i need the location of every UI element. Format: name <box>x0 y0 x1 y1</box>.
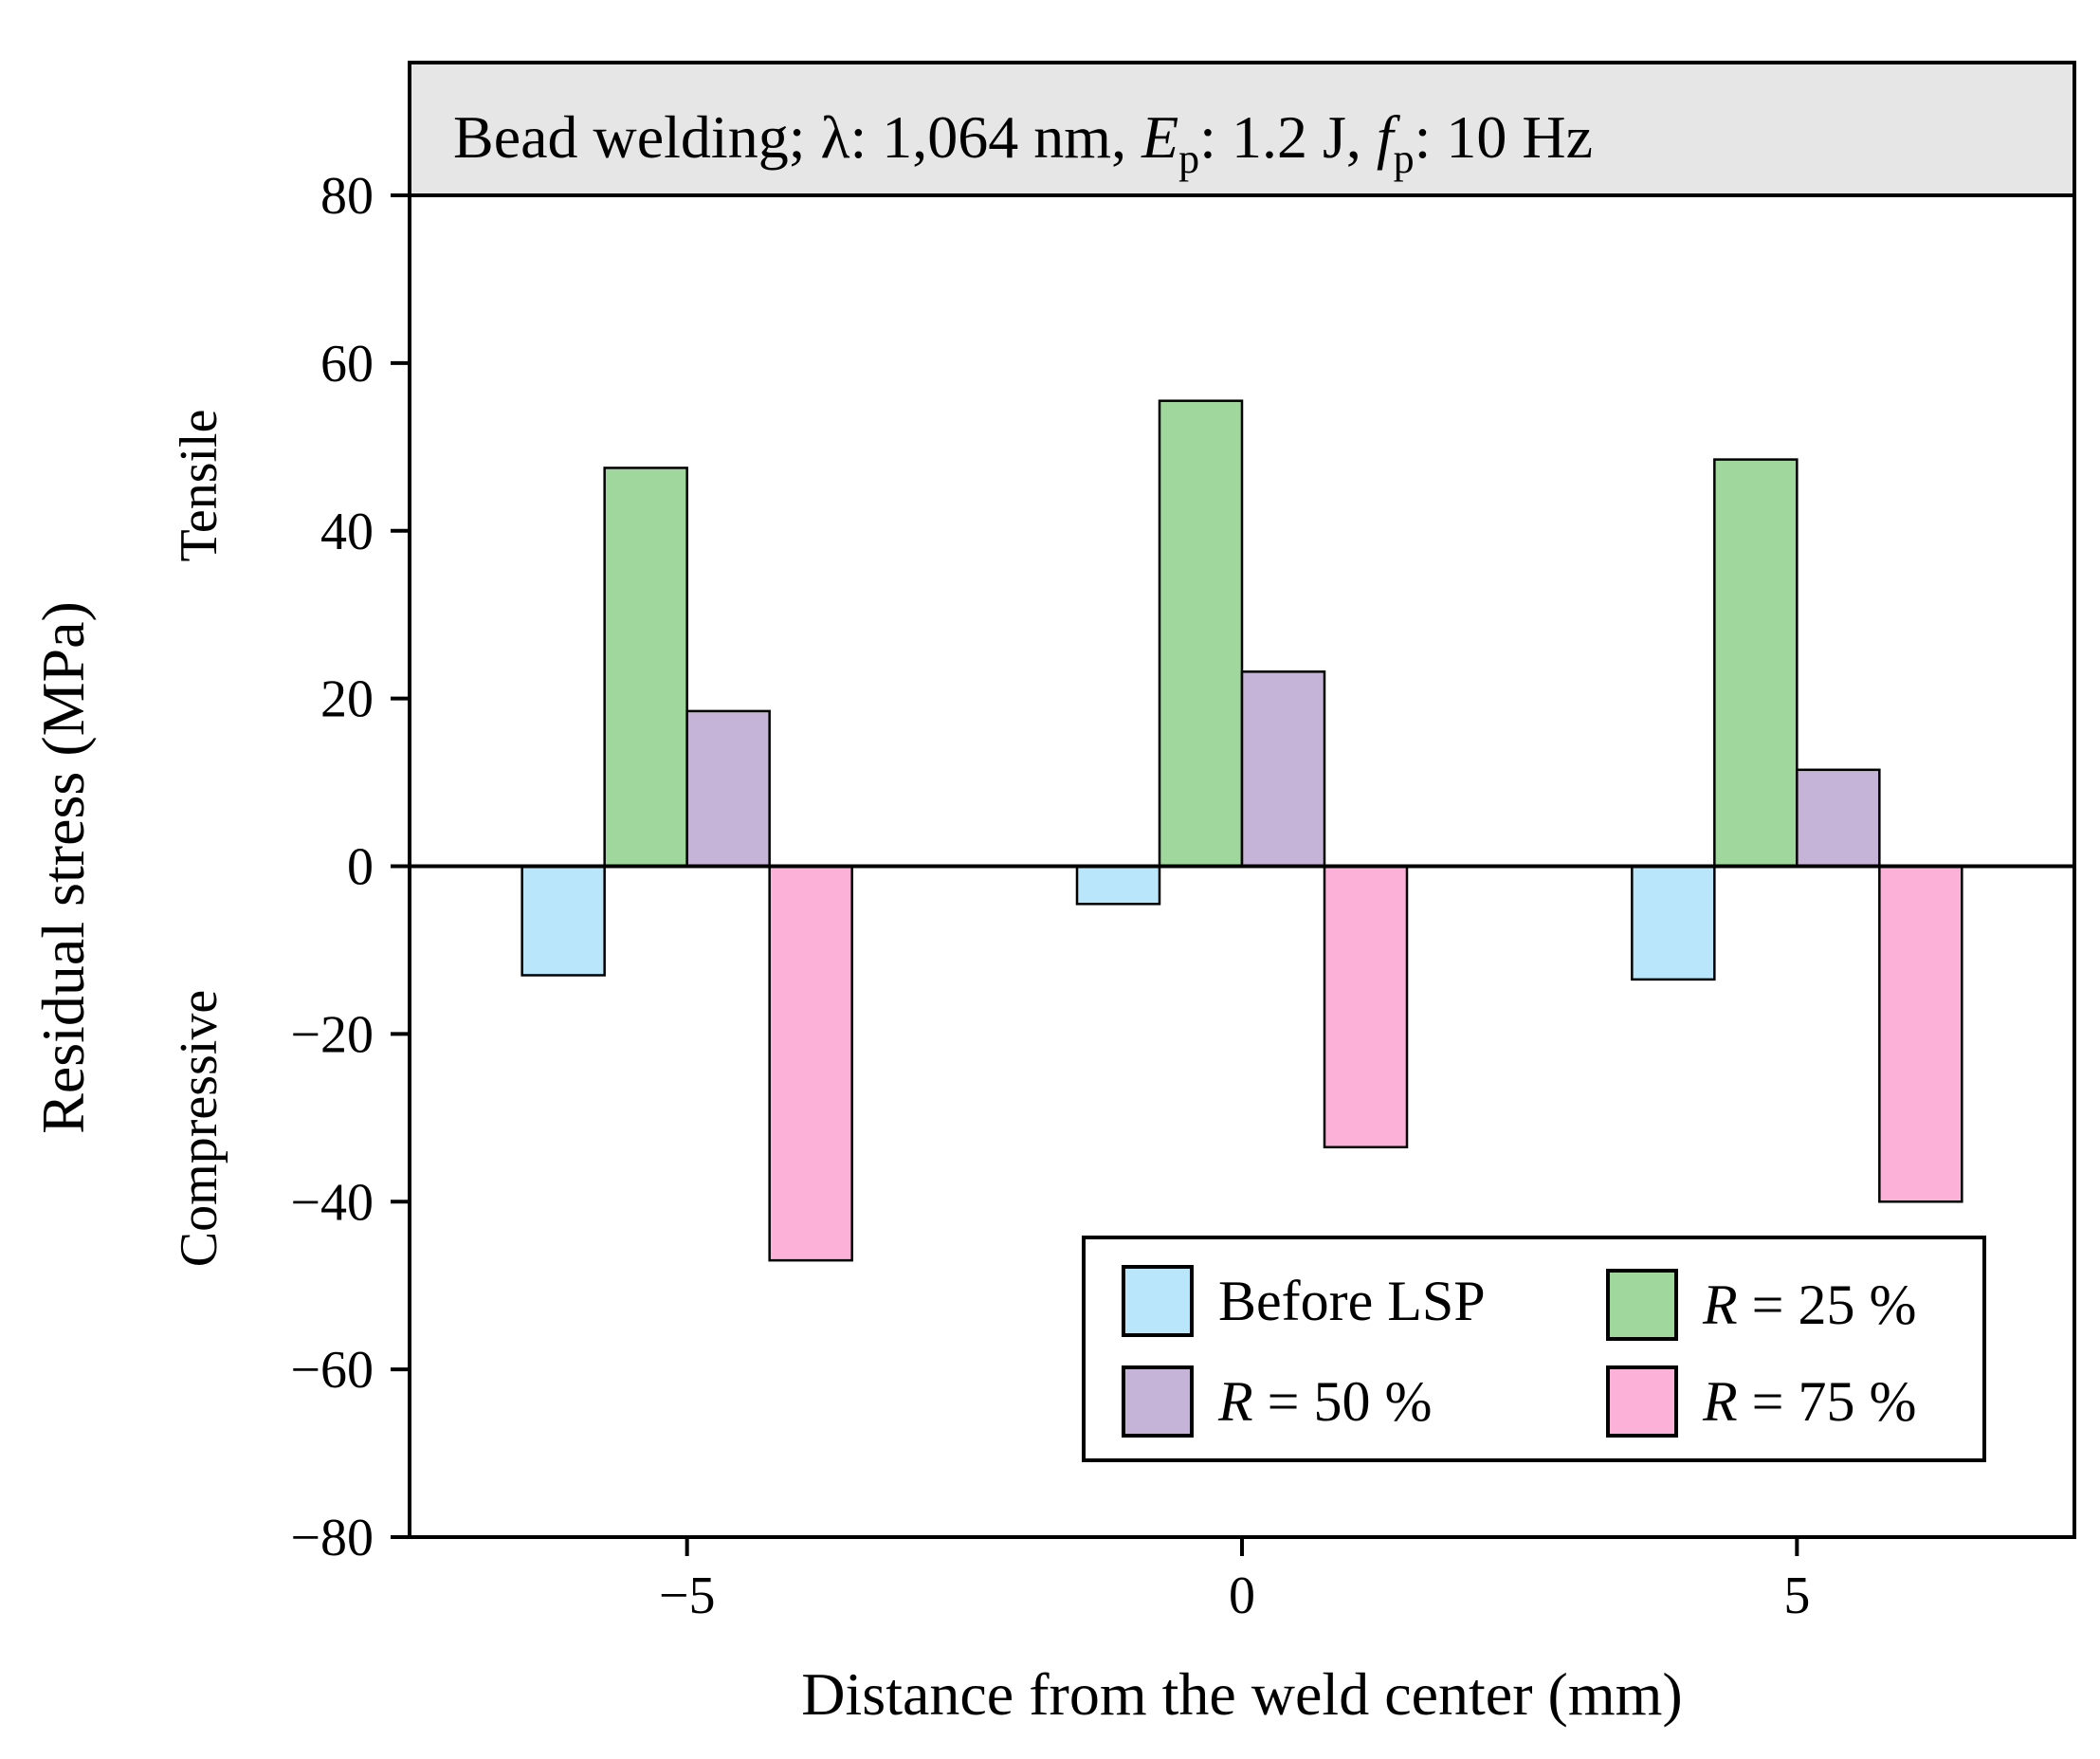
compressive-label: Compressive <box>170 990 228 1267</box>
bar-before-lsp <box>1075 865 1161 906</box>
bar-r-75- <box>768 865 853 1262</box>
bar-r-50- <box>685 709 771 868</box>
bar-r-50- <box>1796 768 1881 868</box>
panel-title-fp-value: : 10 Hz <box>1415 103 1593 171</box>
legend-swatch <box>1606 1365 1678 1438</box>
bar-before-lsp <box>1631 865 1716 981</box>
legend-label: R = 25 % <box>1702 1273 1916 1336</box>
legend: Before LSP R = 25 % R = 50 % R = 75 % <box>1082 1236 1986 1462</box>
bars <box>520 399 1963 1262</box>
x-axis: −5 0 5 <box>659 1537 1810 1625</box>
legend-label: R = 75 % <box>1702 1370 1916 1433</box>
legend-frame <box>1082 1236 1986 1462</box>
x-tick-label: 5 <box>1783 1567 1810 1625</box>
y-tick-label: 60 <box>320 335 374 394</box>
legend-label: Before LSP <box>1218 1270 1486 1332</box>
bar-r-25- <box>603 467 688 868</box>
y-tick-label: −80 <box>290 1509 374 1567</box>
tensile-label: Tensile <box>170 410 228 562</box>
x-tick-label: −5 <box>659 1567 716 1625</box>
bar-r-25- <box>1713 458 1799 868</box>
legend-swatch <box>1606 1269 1678 1341</box>
bar-r-25- <box>1158 399 1244 868</box>
y-tick-label: −60 <box>290 1341 374 1400</box>
x-axis-title: Distance from the weld center (mm) <box>801 1660 1682 1728</box>
bar-r-50- <box>1240 670 1326 868</box>
y-axis: 80 60 40 20 0 −20 −40 −60 −80 <box>290 167 410 1567</box>
y-tick-label: 40 <box>320 503 374 561</box>
legend-label: R = 50 % <box>1217 1370 1432 1433</box>
bar-r-75- <box>1323 865 1409 1149</box>
title-panel <box>408 61 2076 197</box>
y-tick-label: 0 <box>347 838 374 897</box>
x-tick-label: 0 <box>1229 1567 1255 1625</box>
y-axis-title: Residual stress (MPa) <box>29 601 97 1134</box>
panel-title: Bead welding; λ: 1,064 nm, Ep: 1.2 J, fp… <box>453 103 1593 182</box>
y-tick-label: 20 <box>320 670 374 729</box>
y-tick-label: 80 <box>320 167 374 226</box>
y-tick-label: −20 <box>290 1005 374 1064</box>
y-tick-label: −40 <box>290 1173 374 1232</box>
panel-title-ep-sub: p <box>1178 136 1199 182</box>
panel-title-prefix: Bead welding; λ: 1,064 nm, <box>453 103 1141 171</box>
panel-title-ep-symbol: E <box>1141 103 1178 171</box>
legend-swatch <box>1122 1365 1194 1438</box>
legend-swatch <box>1122 1265 1194 1337</box>
bar-before-lsp <box>520 865 606 977</box>
panel-title-ep-value: : 1.2 J, <box>1199 103 1377 171</box>
bar-r-75- <box>1878 865 1963 1203</box>
panel-title-fp-sub: p <box>1394 136 1415 182</box>
